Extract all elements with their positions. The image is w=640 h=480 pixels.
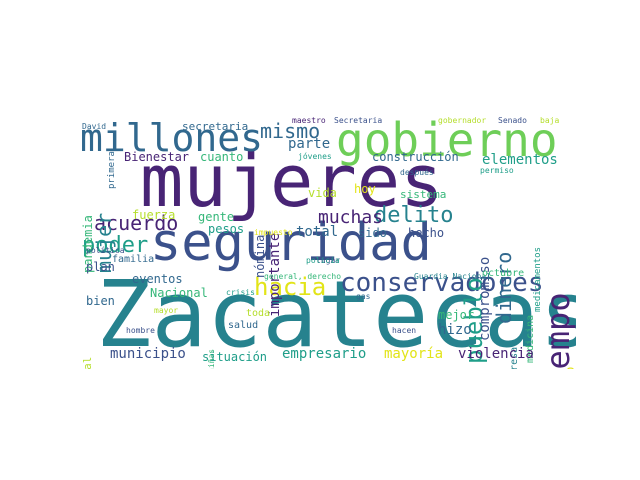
word-muchas: muchas xyxy=(318,207,384,228)
word-pesos: pesos xyxy=(208,222,245,236)
word-mujeres: mujeres xyxy=(140,139,444,223)
word-hacen: hacen xyxy=(392,326,417,335)
word-impuesto: impuesto xyxy=(254,228,293,237)
word-maestro: maestro xyxy=(292,117,326,125)
word-mayor: mayor xyxy=(154,306,179,315)
word-cloud: Zacatecas mujeres seguridad gobierno mil… xyxy=(78,117,576,369)
word-david: David xyxy=(82,122,107,131)
word-hecho: hecho xyxy=(408,226,445,240)
word-fuerza: fuerza xyxy=(132,208,176,222)
word-gobernador: gobernador xyxy=(438,117,487,125)
word-eventos: eventos xyxy=(132,272,183,286)
word-secretaria: secretaria xyxy=(182,120,249,133)
word-hacia: hacia xyxy=(254,273,327,301)
word-parte: parte xyxy=(288,136,331,152)
word-municipio: municipio xyxy=(110,346,186,362)
word-octubre: octubre xyxy=(482,268,525,279)
word-general-derecho: general, derecho xyxy=(264,272,342,281)
word-zacatecas: Zacatecas xyxy=(96,261,576,368)
word-policia: policía xyxy=(306,256,340,265)
word-gobierno: gobierno xyxy=(336,117,558,167)
word-gente: gente xyxy=(198,210,235,224)
word-permiso: permiso xyxy=(480,166,514,175)
word-delito: delito xyxy=(374,203,454,228)
word-situacion: situación xyxy=(202,350,268,364)
word-vida: vida xyxy=(308,186,337,200)
word-tiempo: tiempo xyxy=(539,292,576,369)
word-salud: salud xyxy=(228,320,259,331)
word-despues: después xyxy=(400,168,434,177)
word-sistema: sistema xyxy=(400,188,447,201)
word-seguridad: seguridad xyxy=(150,213,432,273)
word-conservadurismo: conservadurismo xyxy=(563,367,576,369)
word-plan: plan xyxy=(86,260,115,274)
word-secretaria-cap: Secretaría xyxy=(334,117,383,125)
word-mayoria: mayoría xyxy=(384,346,444,362)
word-cuanto: cuanto xyxy=(200,150,244,164)
word-dinero: dinero xyxy=(492,251,516,324)
word-politica: política xyxy=(86,246,125,255)
word-sido: sido xyxy=(358,226,387,240)
word-elementos: elementos xyxy=(482,152,558,168)
word-hoy: hoy xyxy=(354,182,376,196)
word-baja: baja xyxy=(540,117,560,125)
word-conservadores: conservadores xyxy=(340,268,544,298)
word-bienestar: Bienestar xyxy=(124,150,190,164)
word-violencia: violencia xyxy=(458,346,534,362)
word-empresario: empresario xyxy=(282,346,367,362)
word-gas: gas xyxy=(356,292,371,301)
word-crisis: crisis xyxy=(226,288,255,297)
word-toda: toda xyxy=(246,308,271,319)
word-poder: poder xyxy=(82,233,149,258)
word-familia: familia xyxy=(112,254,155,265)
word-federal: federal xyxy=(81,357,94,369)
word-acuerdo: acuerdo xyxy=(94,211,179,235)
word-primera: primera xyxy=(107,151,117,189)
word-lugar: lugar xyxy=(316,256,341,265)
word-jovenes: jóvenes xyxy=(298,152,332,161)
word-mismo: mismo xyxy=(260,119,321,143)
word-bien: bien xyxy=(86,294,115,308)
word-nacional: Nacional xyxy=(150,286,208,300)
word-hombre: hombre xyxy=(126,326,155,335)
word-mejor: mejor xyxy=(438,308,475,322)
word-millones: millones xyxy=(80,117,264,160)
word-construccion: construcción xyxy=(372,150,459,164)
word-total: total xyxy=(296,224,339,240)
word-medicamentos: medicamentos xyxy=(533,246,543,312)
word-guardia-nacional: Guardia Nacional xyxy=(414,272,492,281)
word-hizo: hizo xyxy=(438,322,472,338)
word-senado: Senado xyxy=(498,117,527,125)
